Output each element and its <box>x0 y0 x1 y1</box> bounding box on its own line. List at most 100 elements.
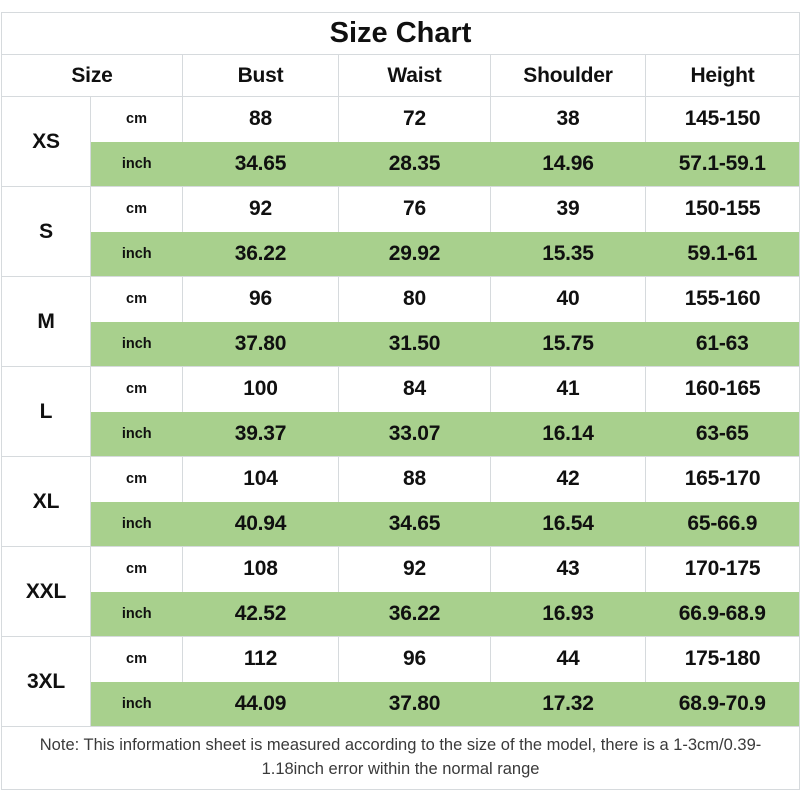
measurement-value: 145-150 <box>644 96 800 142</box>
unit-label: cm <box>90 186 183 232</box>
measurement-value: 57.1-59.1 <box>645 141 800 187</box>
measurement-value: 16.54 <box>490 501 646 547</box>
measurement-value: 112 <box>182 636 339 682</box>
table-row-xl-inch: inch 40.94 34.65 16.54 65-66.9 <box>2 501 800 547</box>
measurement-value: 33.07 <box>338 411 491 457</box>
size-label-xs: XS <box>1 96 91 187</box>
measurement-value: 76 <box>338 186 491 232</box>
measurement-value: 28.35 <box>338 141 491 187</box>
measurement-value: 42 <box>490 456 646 502</box>
table-row-m-inch: inch 37.80 31.50 15.75 61-63 <box>2 321 800 367</box>
unit-label: inch <box>90 501 183 547</box>
measurement-value: 66.9-68.9 <box>645 591 800 637</box>
measurement-value: 29.92 <box>338 231 491 277</box>
measurement-value: 15.75 <box>490 321 646 367</box>
column-header-shoulder: Shoulder <box>490 54 646 97</box>
measurement-value: 40.94 <box>182 501 339 547</box>
header-row: Size Bust Waist Shoulder Height <box>2 54 800 97</box>
unit-label: inch <box>90 591 183 637</box>
table-row-3xl-inch: inch 44.09 37.80 17.32 68.9-70.9 <box>2 681 800 727</box>
table-row-m-cm: M cm 96 80 40 155-160 <box>1 276 800 367</box>
note-row: Note: This information sheet is measured… <box>1 726 800 790</box>
measurement-value: 108 <box>182 546 339 592</box>
measurement-value: 39.37 <box>182 411 339 457</box>
size-label-3xl: 3XL <box>1 636 91 727</box>
measurement-value: 44 <box>490 636 646 682</box>
measurement-value: 96 <box>182 276 339 322</box>
table-row-s-cm: S cm 92 76 39 150-155 <box>1 186 800 277</box>
column-header-size: Size <box>71 63 113 87</box>
measurement-value: 170-175 <box>644 546 800 592</box>
measurement-value: 88 <box>182 96 339 142</box>
table-row-s-inch: inch 36.22 29.92 15.35 59.1-61 <box>2 231 800 277</box>
measurement-value: 100 <box>182 366 339 412</box>
unit-label: inch <box>90 411 183 457</box>
measurement-value: 96 <box>338 636 491 682</box>
measurement-value: 31.50 <box>338 321 491 367</box>
measurement-note: Note: This information sheet is measured… <box>39 736 762 778</box>
measurement-value: 40 <box>490 276 646 322</box>
measurement-value: 165-170 <box>644 456 800 502</box>
measurement-value: 17.32 <box>490 681 646 727</box>
measurement-value: 59.1-61 <box>645 231 800 277</box>
measurement-value: 38 <box>490 96 646 142</box>
unit-label: cm <box>90 636 183 682</box>
note-cell: Note: This information sheet is measured… <box>1 726 800 790</box>
measurement-value: 160-165 <box>644 366 800 412</box>
measurement-value: 88 <box>338 456 491 502</box>
unit-label: cm <box>90 276 183 322</box>
measurement-value: 36.22 <box>338 591 491 637</box>
column-header-height: Height <box>644 54 800 97</box>
measurement-value: 14.96 <box>490 141 646 187</box>
measurement-value: 84 <box>338 366 491 412</box>
unit-label: inch <box>90 231 183 277</box>
measurement-value: 42.52 <box>182 591 339 637</box>
measurement-value: 92 <box>182 186 339 232</box>
table-row-xs-inch: inch 34.65 28.35 14.96 57.1-59.1 <box>2 141 800 187</box>
measurement-value: 15.35 <box>490 231 646 277</box>
size-label-s: S <box>1 186 91 277</box>
table-row-xs-cm: XS cm 88 72 38 145-150 <box>1 96 800 187</box>
measurement-value: 34.65 <box>182 141 339 187</box>
page-title: Size Chart <box>1 12 800 55</box>
table-row-xxl-cm: XXL cm 108 92 43 170-175 <box>1 546 800 637</box>
unit-label: inch <box>90 321 183 367</box>
measurement-value: 175-180 <box>644 636 800 682</box>
column-header-bust: Bust <box>182 54 339 97</box>
measurement-value: 150-155 <box>644 186 800 232</box>
measurement-value: 34.65 <box>338 501 491 547</box>
unit-label: cm <box>90 456 183 502</box>
measurement-value: 155-160 <box>644 276 800 322</box>
measurement-value: 61-63 <box>645 321 800 367</box>
measurement-value: 36.22 <box>182 231 339 277</box>
table-row-l-cm: L cm 100 84 41 160-165 <box>1 366 800 457</box>
measurement-value: 80 <box>338 276 491 322</box>
size-chart-table: Size Chart Size Bust Waist Shoulder Heig… <box>1 12 800 790</box>
measurement-value: 39 <box>490 186 646 232</box>
size-label-l: L <box>1 366 91 457</box>
table-row-l-inch: inch 39.37 33.07 16.14 63-65 <box>2 411 800 457</box>
unit-label: cm <box>90 96 183 142</box>
column-header-waist: Waist <box>338 54 491 97</box>
measurement-value: 68.9-70.9 <box>645 681 800 727</box>
measurement-value: 72 <box>338 96 491 142</box>
title-row: Size Chart <box>1 12 800 55</box>
size-label-m: M <box>1 276 91 367</box>
measurement-value: 65-66.9 <box>645 501 800 547</box>
table-row-xxl-inch: inch 42.52 36.22 16.93 66.9-68.9 <box>2 591 800 637</box>
unit-label: inch <box>90 681 183 727</box>
measurement-value: 104 <box>182 456 339 502</box>
measurement-value: 16.93 <box>490 591 646 637</box>
measurement-value: 63-65 <box>645 411 800 457</box>
measurement-value: 44.09 <box>182 681 339 727</box>
table-row-xl-cm: XL cm 104 88 42 165-170 <box>1 456 800 547</box>
size-label-xl: XL <box>1 456 91 547</box>
size-label-xxl: XXL <box>1 546 91 637</box>
measurement-value: 16.14 <box>490 411 646 457</box>
measurement-value: 92 <box>338 546 491 592</box>
measurement-value: 43 <box>490 546 646 592</box>
unit-label: cm <box>90 546 183 592</box>
measurement-value: 37.80 <box>338 681 491 727</box>
unit-label: cm <box>90 366 183 412</box>
